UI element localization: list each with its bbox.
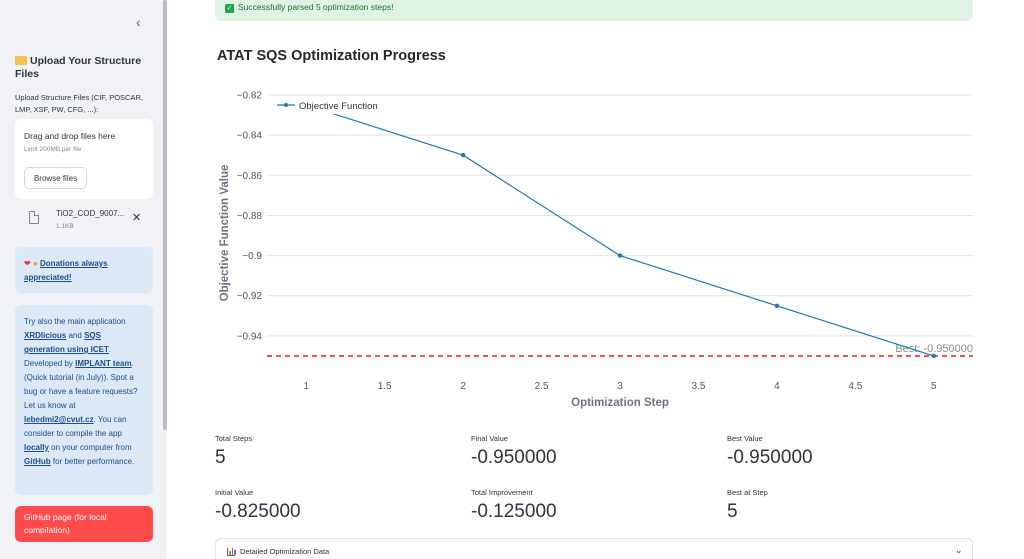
x-tick-label: 5 [931,381,937,392]
implant-team-link[interactable]: IMPLANT team [75,359,132,368]
info-text: . (Quick tutorial (in July)). Spot a bug… [24,359,138,410]
metric-label: Best at Step [727,488,768,497]
github-link[interactable]: GitHub [24,457,51,466]
expander-label: Detailed Optimization Data [240,547,330,556]
donations-link[interactable]: Donations always appreciated! [24,259,108,282]
y-tick-label: −0.84 [237,131,263,142]
xrdlicious-link[interactable]: XRDlicious [24,331,67,340]
file-dropzone[interactable]: Drag and drop files here Limit 200MB per… [15,119,153,199]
x-axis-label: Optimization Step [571,397,669,409]
info-text: on your computer from [51,443,132,452]
data-point[interactable] [617,253,623,258]
sidebar-scrollbar[interactable] [163,0,167,430]
metric-total-improvement: Total Improvement -0.125000 [471,488,711,523]
info-text: . You can consider to compile the app [24,415,127,438]
data-point[interactable] [931,353,936,359]
x-tick-label: 1.5 [378,381,392,392]
legend-label: Objective Function [299,101,378,112]
y-tick-label: −0.9 [242,251,262,262]
legend-background [272,96,382,114]
upload-label: Upload Structure Files (CIF, POSCAR, LMP… [15,93,143,114]
metric-label: Total Steps [215,434,253,443]
browse-files-button[interactable]: Browse files [24,167,87,189]
info-text: for better performance. [52,457,135,466]
bar-chart-icon [227,548,236,556]
metric-value: -0.950000 [727,447,813,468]
x-tick-label: 1 [303,381,309,392]
metric-label: Total Improvement [471,488,533,497]
data-point[interactable] [774,303,780,308]
info-text: . Developed by [24,345,112,368]
y-tick-labels: −0.82 −0.84 −0.86 −0.88 −0.9 −0.92 −0.94 [237,91,263,343]
y-tick-label: −0.92 [237,291,263,302]
success-message: Successfully parsed 5 optimization steps… [238,2,394,12]
best-value-annotation: Best: -0.950000 [895,343,973,355]
app-info-box: Try also the main application XRDlicious… [15,305,153,495]
folder-icon [15,56,27,65]
metric-initial-value: Initial Value -0.825000 [215,488,455,523]
heart-icon: ❤ [24,259,31,268]
x-tick-label: 4.5 [848,381,862,392]
metric-value: 5 [215,447,226,468]
x-tick-label: 2 [460,381,466,392]
metric-value: -0.950000 [471,447,557,468]
check-icon: ✓ [225,4,234,13]
chevron-down-icon[interactable]: ⌄ [955,545,963,555]
metric-value: -0.825000 [215,501,301,522]
y-axis-label: Objective Function Value [219,165,231,302]
uploaded-file-name: TiO2_COD_9007... [56,209,125,218]
chart-title: ATAT SQS Optimization Progress [217,48,446,64]
github-page-button[interactable]: GitHub page (for local compilation) [15,506,153,542]
success-alert: ✓ Successfully parsed 5 optimization step… [215,0,973,21]
upload-title-text: Upload Your Structure Files [15,55,142,80]
x-tick-label: 3.5 [691,381,705,392]
metric-label: Initial Value [215,488,254,497]
uploaded-file-size: 1.1KB [56,223,74,230]
metric-value: -0.125000 [471,501,557,522]
x-tick-label: 3 [617,381,623,392]
uploaded-file-item: TiO2_COD_9007... 1.1KB ✕ [15,208,153,238]
upload-section-title: Upload Your Structure Files [15,55,145,81]
collapse-sidebar-icon[interactable]: ‹ [136,14,141,30]
objective-function-points [304,102,936,359]
locally-link[interactable]: locally [24,443,49,452]
y-tick-label: −0.86 [237,171,263,182]
sidebar: ‹ Upload Your Structure Files Upload Str… [0,0,167,559]
legend-marker-icon [284,103,288,107]
y-tick-label: −0.82 [237,91,263,102]
x-tick-label: 4 [774,381,780,392]
y-tick-label: −0.94 [237,331,263,342]
metric-total-steps: Total Steps 5 [215,434,455,469]
detailed-data-expander[interactable]: Detailed Optimization Data ⌄ [215,538,973,559]
metric-best-at-step: Best at Step 5 [727,488,967,523]
info-text: Try also the main application [24,317,126,326]
donations-box: ❤ ● Donations always appreciated! [15,247,153,293]
dropzone-title: Drag and drop files here [24,131,116,141]
data-point[interactable] [460,153,466,158]
remove-file-icon[interactable]: ✕ [132,212,142,224]
metric-label: Best Value [727,434,763,443]
chart-legend[interactable]: Objective Function [272,96,382,114]
metric-label: Final Value [471,434,508,443]
metric-best-value: Best Value -0.950000 [727,434,967,469]
objective-function-line [306,104,934,357]
metric-value: 5 [727,501,738,522]
y-tick-label: −0.88 [237,211,263,222]
optimization-chart[interactable]: −0.82 −0.84 −0.86 −0.88 −0.9 −0.92 −0.94 1 1.5 2… [215,80,995,415]
chart-grid [267,94,973,337]
file-icon [29,211,39,224]
email-link[interactable]: lebedmi2@cvut.cz [24,415,94,424]
x-tick-labels: 1 1.5 2 2.5 3 3.5 4 4.5 5 [303,381,937,392]
x-tick-label: 2.5 [535,381,549,392]
metric-final-value: Final Value -0.950000 [471,434,711,469]
info-text: and [68,331,82,340]
sqs-icet-link[interactable]: SQS generation using ICET [24,331,109,354]
hands-icon: ● [32,259,38,268]
dropzone-limit: Limit 200MB per file [24,146,82,153]
